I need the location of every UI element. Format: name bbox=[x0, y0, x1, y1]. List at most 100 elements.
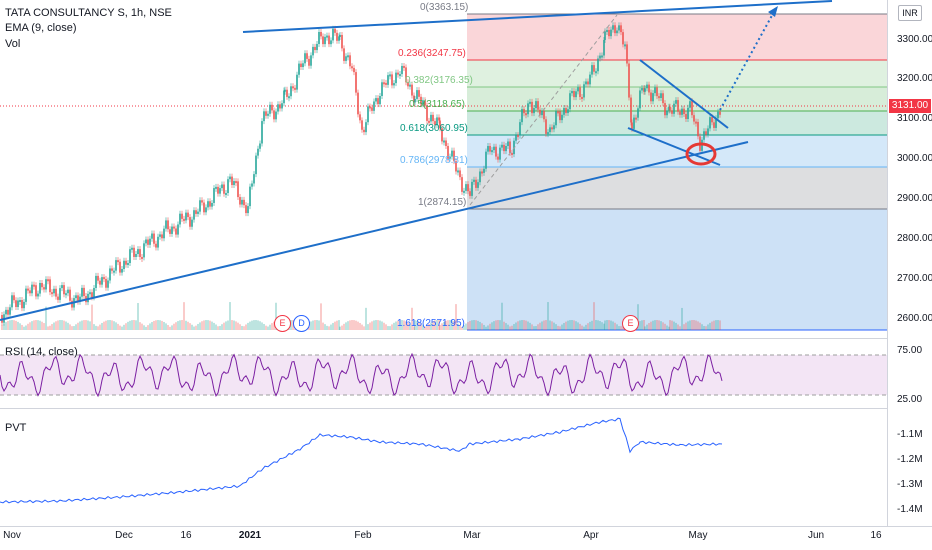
pane-separator[interactable] bbox=[0, 338, 932, 339]
candle bbox=[63, 285, 65, 295]
pvt-pane[interactable]: PVT bbox=[0, 409, 887, 526]
volume-bar bbox=[399, 320, 401, 330]
volume-bar bbox=[424, 326, 426, 330]
candle bbox=[599, 55, 601, 59]
price-pane[interactable]: TATA CONSULTANCY S, 1h, NSE EMA (9, clos… bbox=[0, 0, 887, 338]
volume-bar bbox=[666, 325, 668, 330]
price-tick: 3300.00 bbox=[897, 34, 932, 45]
candle bbox=[145, 239, 147, 244]
volume-bar bbox=[111, 320, 113, 330]
candle bbox=[499, 147, 501, 160]
candle bbox=[255, 155, 257, 175]
upper-trendline bbox=[242, 0, 833, 33]
candle bbox=[19, 299, 21, 302]
volume-bar bbox=[155, 320, 157, 330]
candle bbox=[630, 97, 632, 123]
rsi-line bbox=[0, 352, 723, 398]
candle bbox=[409, 84, 411, 87]
volume-bar bbox=[381, 321, 383, 330]
earnings-event-marker[interactable]: E bbox=[274, 315, 291, 332]
volume-bar bbox=[211, 321, 213, 330]
pane-separator[interactable] bbox=[0, 408, 932, 409]
candle bbox=[383, 82, 385, 85]
candle bbox=[117, 260, 119, 263]
price-tick: 2700.00 bbox=[897, 273, 932, 284]
candle bbox=[453, 150, 455, 162]
candle bbox=[341, 34, 343, 49]
legend-ema: EMA (9, close) bbox=[5, 22, 77, 34]
volume-bar bbox=[689, 320, 691, 330]
candle bbox=[177, 224, 179, 235]
volume-bar bbox=[320, 303, 322, 330]
rsi-chart-canvas[interactable] bbox=[0, 339, 887, 408]
price-axis[interactable] bbox=[887, 0, 932, 526]
volume-bar bbox=[245, 324, 247, 330]
candle bbox=[343, 48, 345, 61]
candle bbox=[363, 129, 365, 133]
volume-bar bbox=[173, 323, 175, 330]
volume-bar bbox=[269, 324, 271, 330]
volume-bar bbox=[612, 321, 614, 330]
volume-bar bbox=[201, 321, 203, 330]
volume-bar bbox=[23, 326, 25, 330]
candle bbox=[660, 93, 662, 98]
volume-bar bbox=[3, 323, 5, 330]
volume-bar bbox=[583, 326, 585, 330]
volume-bar bbox=[179, 320, 181, 330]
volume-bar bbox=[93, 324, 95, 330]
time-tick: May bbox=[688, 530, 708, 541]
legend-pvt: PVT bbox=[5, 422, 27, 434]
candle bbox=[139, 249, 141, 257]
volume-bar bbox=[349, 320, 351, 330]
candle bbox=[7, 309, 9, 315]
fib-zone-0382-05 bbox=[467, 87, 887, 111]
volume-bar bbox=[57, 320, 59, 330]
volume-bar bbox=[687, 321, 689, 330]
candle bbox=[463, 190, 465, 193]
candle bbox=[395, 72, 397, 84]
volume-bar bbox=[597, 320, 599, 330]
volume-bar bbox=[369, 322, 371, 330]
candle bbox=[489, 146, 491, 152]
volume-bar bbox=[569, 320, 571, 330]
volume-bar bbox=[531, 324, 533, 330]
volume-bar bbox=[608, 320, 610, 330]
price-chart-canvas[interactable] bbox=[0, 0, 887, 338]
volume-bar bbox=[641, 320, 643, 330]
candle bbox=[646, 84, 648, 89]
candle bbox=[97, 275, 99, 281]
volume-bar bbox=[117, 323, 119, 330]
fib-label-0: 0(3363.15) bbox=[420, 2, 469, 13]
time-axis[interactable] bbox=[0, 527, 887, 550]
volume-bar bbox=[137, 303, 139, 330]
volume-bar bbox=[11, 320, 13, 330]
rsi-pane[interactable]: RSI (14, close) bbox=[0, 339, 887, 408]
volume-bar bbox=[231, 320, 233, 330]
volume-bar bbox=[391, 324, 393, 330]
volume-bar bbox=[491, 322, 493, 330]
candle bbox=[397, 72, 399, 75]
volume-bar bbox=[181, 320, 183, 330]
earnings-event-marker[interactable]: E bbox=[622, 315, 639, 332]
candle bbox=[685, 114, 687, 120]
volume-bar bbox=[69, 324, 71, 330]
candle bbox=[420, 96, 422, 105]
candle bbox=[413, 95, 415, 103]
candle bbox=[181, 213, 183, 219]
volume-bar bbox=[91, 304, 93, 330]
candle bbox=[389, 74, 391, 77]
candle bbox=[316, 43, 318, 51]
dividend-event-marker[interactable]: D bbox=[293, 315, 310, 332]
volume-bar bbox=[581, 325, 583, 330]
candle bbox=[153, 233, 155, 244]
pvt-chart-canvas[interactable] bbox=[0, 409, 887, 526]
candle bbox=[87, 293, 89, 303]
volume-bar bbox=[121, 326, 123, 330]
candle bbox=[559, 111, 561, 121]
currency-button[interactable]: INR bbox=[898, 5, 922, 21]
volume-bar bbox=[637, 304, 639, 330]
volume-bar bbox=[654, 320, 656, 330]
candle bbox=[31, 284, 33, 294]
volume-bar bbox=[33, 320, 35, 330]
candle bbox=[155, 243, 157, 248]
